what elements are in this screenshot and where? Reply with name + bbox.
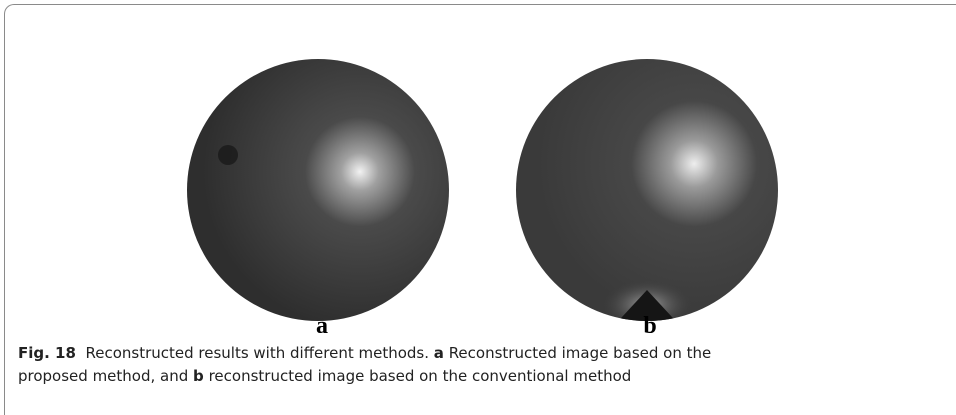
- figure: a b: [0, 0, 956, 340]
- reconstruction-a: [187, 59, 449, 321]
- caption: Fig. 18 Reconstructed results with diffe…: [18, 342, 738, 388]
- panel-label: a: [316, 313, 328, 339]
- caption-ref: b: [193, 367, 204, 385]
- caption-text: reconstructed image based on the convent…: [209, 367, 632, 385]
- figure-number: Fig. 18: [18, 344, 76, 362]
- caption-text: Reconstructed results with different met…: [85, 344, 429, 362]
- dark-spot: [218, 145, 238, 165]
- page: a b Fig. 18 Reconstructed results with d…: [0, 0, 956, 401]
- panel-label: b: [643, 313, 656, 339]
- caption-ref: a: [434, 344, 444, 362]
